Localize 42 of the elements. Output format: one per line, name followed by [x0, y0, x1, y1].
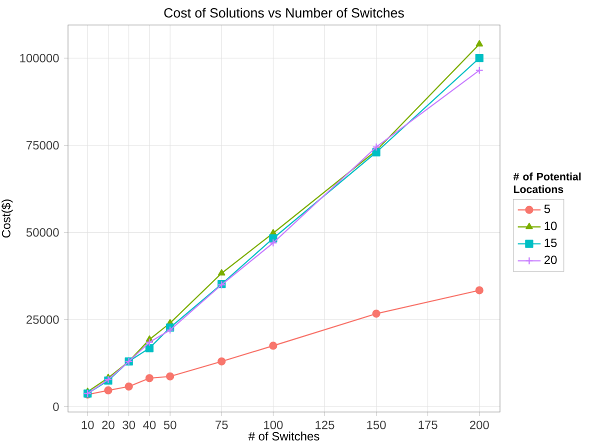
x-axis-title: # of Switches: [248, 432, 320, 440]
point: [475, 54, 484, 62]
point: [269, 342, 278, 350]
point: [218, 269, 226, 276]
x-tick-label: 20: [102, 420, 114, 430]
point: [145, 374, 154, 382]
legend-label: 20: [544, 256, 557, 264]
x-tick-label: 10: [82, 420, 94, 430]
x-tick-label: 125: [316, 420, 334, 430]
point: [372, 310, 380, 318]
x-tick-label: 40: [143, 420, 156, 430]
point: [145, 344, 154, 352]
point: [475, 66, 484, 74]
x-tick-label: 175: [418, 420, 438, 430]
y-tick-label: 0: [53, 402, 59, 412]
x-tick-label: 100: [264, 420, 283, 430]
point: [269, 238, 278, 247]
point: [476, 40, 483, 46]
x-tick-label: 75: [216, 420, 228, 430]
x-tick-label: 50: [164, 420, 176, 430]
point: [145, 338, 154, 346]
point: [372, 148, 380, 156]
y-tick-label: 75000: [26, 141, 59, 150]
legend-title: # of Potential Locations: [513, 172, 581, 194]
y-tick-label: 25000: [26, 315, 59, 324]
point: [166, 326, 174, 334]
point: [218, 357, 226, 366]
point: [372, 142, 380, 152]
x-tick-label: 30: [122, 420, 136, 430]
chart-title: Cost of Solutions vs Number of Switches: [164, 8, 404, 18]
point: [166, 372, 174, 380]
legend-label: 10: [544, 222, 557, 230]
x-tick-label: 150: [367, 420, 386, 430]
y-tick-label: 50000: [26, 228, 59, 237]
y-axis-title: Cost($): [1, 200, 13, 238]
point: [104, 386, 112, 394]
x-tick-label: 200: [470, 420, 489, 430]
legend-label: 15: [544, 238, 557, 248]
point: [124, 382, 133, 391]
point: [475, 286, 484, 294]
y-tick-label: 100000: [20, 54, 59, 62]
legend-label: 5: [544, 204, 550, 214]
